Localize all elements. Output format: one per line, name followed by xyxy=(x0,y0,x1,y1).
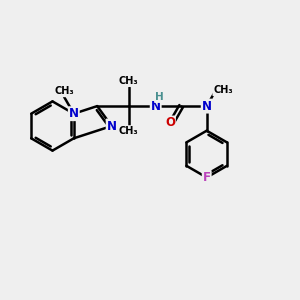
Text: CH₃: CH₃ xyxy=(54,86,74,96)
Text: CH₃: CH₃ xyxy=(119,126,139,136)
Text: O: O xyxy=(165,116,175,130)
Text: N: N xyxy=(151,100,161,112)
Text: N: N xyxy=(69,107,79,120)
Text: N: N xyxy=(202,100,212,112)
Text: H: H xyxy=(155,92,164,102)
Text: N: N xyxy=(107,119,117,133)
Text: CH₃: CH₃ xyxy=(213,85,233,95)
Text: CH₃: CH₃ xyxy=(119,76,139,86)
Text: F: F xyxy=(203,171,211,184)
